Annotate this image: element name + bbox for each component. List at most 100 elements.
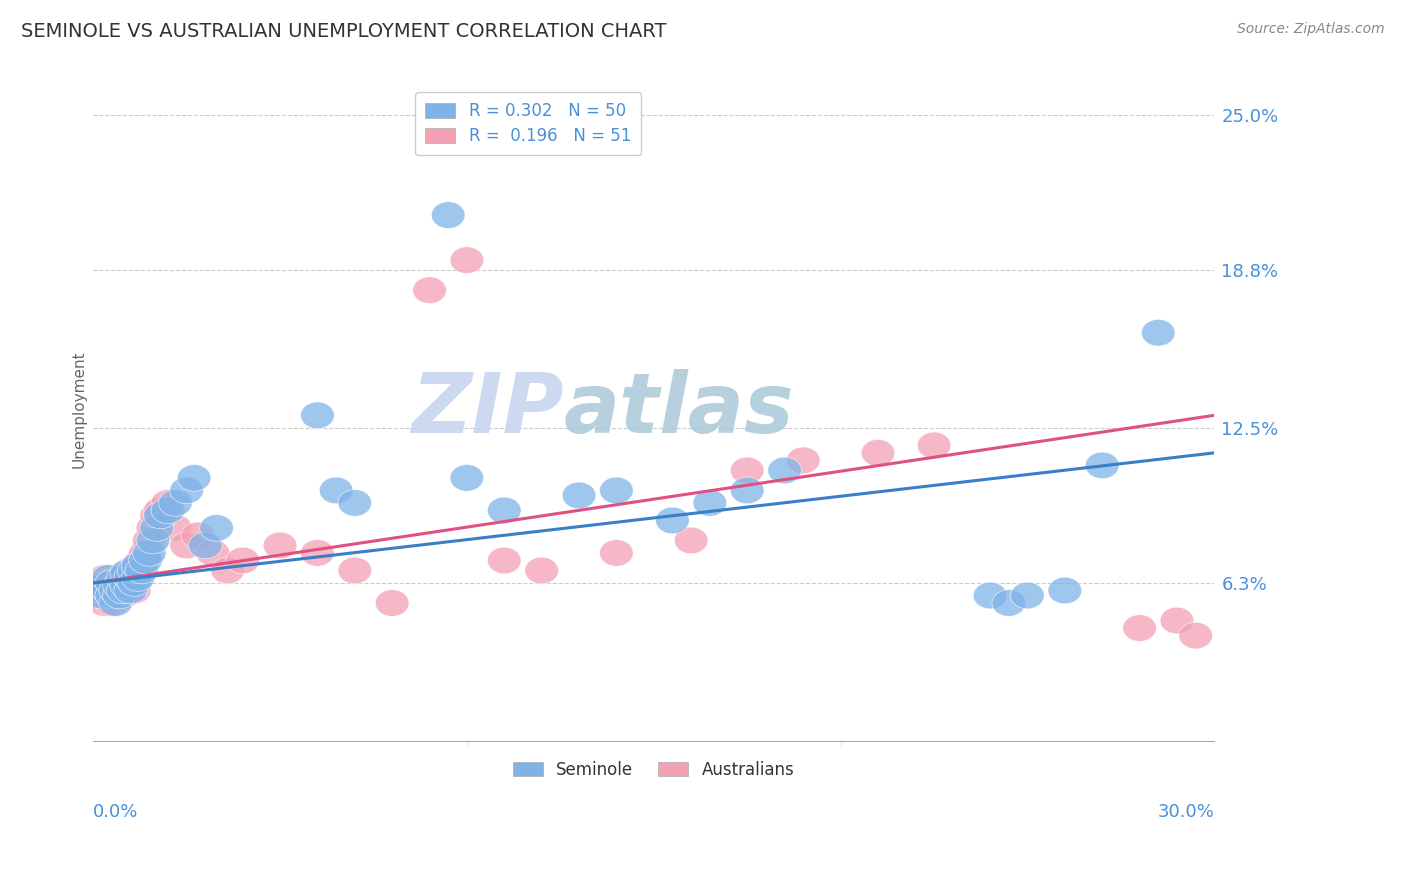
Ellipse shape xyxy=(195,540,229,566)
Ellipse shape xyxy=(132,527,166,554)
Ellipse shape xyxy=(200,515,233,541)
Ellipse shape xyxy=(118,565,150,591)
Ellipse shape xyxy=(181,522,215,549)
Ellipse shape xyxy=(98,572,132,599)
Text: atlas: atlas xyxy=(564,368,794,450)
Ellipse shape xyxy=(337,558,371,584)
Ellipse shape xyxy=(177,465,211,491)
Ellipse shape xyxy=(136,515,170,541)
Ellipse shape xyxy=(125,558,159,584)
Ellipse shape xyxy=(107,582,141,609)
Ellipse shape xyxy=(655,508,689,533)
Ellipse shape xyxy=(141,502,173,529)
Ellipse shape xyxy=(263,533,297,558)
Ellipse shape xyxy=(159,490,193,516)
Ellipse shape xyxy=(103,582,136,609)
Ellipse shape xyxy=(226,547,260,574)
Ellipse shape xyxy=(91,570,125,597)
Ellipse shape xyxy=(1011,582,1045,609)
Ellipse shape xyxy=(91,577,125,604)
Ellipse shape xyxy=(143,502,177,529)
Ellipse shape xyxy=(107,577,141,604)
Ellipse shape xyxy=(114,577,148,604)
Ellipse shape xyxy=(993,590,1025,616)
Ellipse shape xyxy=(121,558,155,584)
Ellipse shape xyxy=(337,490,371,516)
Ellipse shape xyxy=(121,565,155,591)
Ellipse shape xyxy=(98,582,132,609)
Ellipse shape xyxy=(136,527,170,554)
Ellipse shape xyxy=(96,590,129,616)
Ellipse shape xyxy=(143,497,177,524)
Ellipse shape xyxy=(107,570,141,597)
Ellipse shape xyxy=(96,570,129,597)
Ellipse shape xyxy=(150,490,184,516)
Ellipse shape xyxy=(917,432,950,458)
Ellipse shape xyxy=(114,558,148,584)
Text: ZIP: ZIP xyxy=(412,368,564,450)
Ellipse shape xyxy=(96,577,129,604)
Ellipse shape xyxy=(450,247,484,274)
Text: Source: ZipAtlas.com: Source: ZipAtlas.com xyxy=(1237,22,1385,37)
Text: SEMINOLE VS AUSTRALIAN UNEMPLOYMENT CORRELATION CHART: SEMINOLE VS AUSTRALIAN UNEMPLOYMENT CORR… xyxy=(21,22,666,41)
Ellipse shape xyxy=(80,582,114,609)
Ellipse shape xyxy=(1142,319,1175,346)
Ellipse shape xyxy=(107,565,141,591)
Text: 30.0%: 30.0% xyxy=(1157,804,1215,822)
Ellipse shape xyxy=(450,465,484,491)
Ellipse shape xyxy=(375,590,409,616)
Ellipse shape xyxy=(1085,452,1119,479)
Ellipse shape xyxy=(768,457,801,483)
Ellipse shape xyxy=(1178,623,1212,648)
Ellipse shape xyxy=(488,547,522,574)
Text: 0.0%: 0.0% xyxy=(93,804,139,822)
Ellipse shape xyxy=(129,547,162,574)
Ellipse shape xyxy=(432,202,465,228)
Ellipse shape xyxy=(730,477,763,504)
Ellipse shape xyxy=(786,447,820,474)
Ellipse shape xyxy=(110,559,143,586)
Ellipse shape xyxy=(599,477,633,504)
Ellipse shape xyxy=(103,572,136,599)
Ellipse shape xyxy=(150,497,184,524)
Ellipse shape xyxy=(159,515,193,541)
Ellipse shape xyxy=(599,540,633,566)
Ellipse shape xyxy=(98,577,132,604)
Ellipse shape xyxy=(84,572,118,599)
Ellipse shape xyxy=(118,558,150,584)
Ellipse shape xyxy=(170,477,204,504)
Ellipse shape xyxy=(301,402,335,429)
Ellipse shape xyxy=(860,440,894,467)
Ellipse shape xyxy=(96,582,129,609)
Ellipse shape xyxy=(110,565,143,591)
Y-axis label: Unemployment: Unemployment xyxy=(72,351,86,468)
Ellipse shape xyxy=(98,590,132,616)
Ellipse shape xyxy=(129,540,162,566)
Legend: Seminole, Australians: Seminole, Australians xyxy=(506,754,801,786)
Ellipse shape xyxy=(211,558,245,584)
Ellipse shape xyxy=(118,577,150,604)
Ellipse shape xyxy=(84,582,118,609)
Ellipse shape xyxy=(1160,607,1194,634)
Ellipse shape xyxy=(1123,615,1156,641)
Ellipse shape xyxy=(125,547,159,574)
Ellipse shape xyxy=(118,570,150,597)
Ellipse shape xyxy=(675,527,709,554)
Ellipse shape xyxy=(87,572,121,599)
Ellipse shape xyxy=(524,558,558,584)
Ellipse shape xyxy=(103,565,136,591)
Ellipse shape xyxy=(973,582,1007,609)
Ellipse shape xyxy=(413,277,446,303)
Ellipse shape xyxy=(114,570,148,597)
Ellipse shape xyxy=(693,490,727,516)
Ellipse shape xyxy=(87,565,121,591)
Ellipse shape xyxy=(110,577,143,604)
Ellipse shape xyxy=(91,565,125,591)
Ellipse shape xyxy=(301,540,335,566)
Ellipse shape xyxy=(730,457,763,483)
Ellipse shape xyxy=(1047,577,1081,604)
Ellipse shape xyxy=(103,577,136,604)
Ellipse shape xyxy=(110,572,143,599)
Ellipse shape xyxy=(114,565,148,591)
Ellipse shape xyxy=(170,533,204,558)
